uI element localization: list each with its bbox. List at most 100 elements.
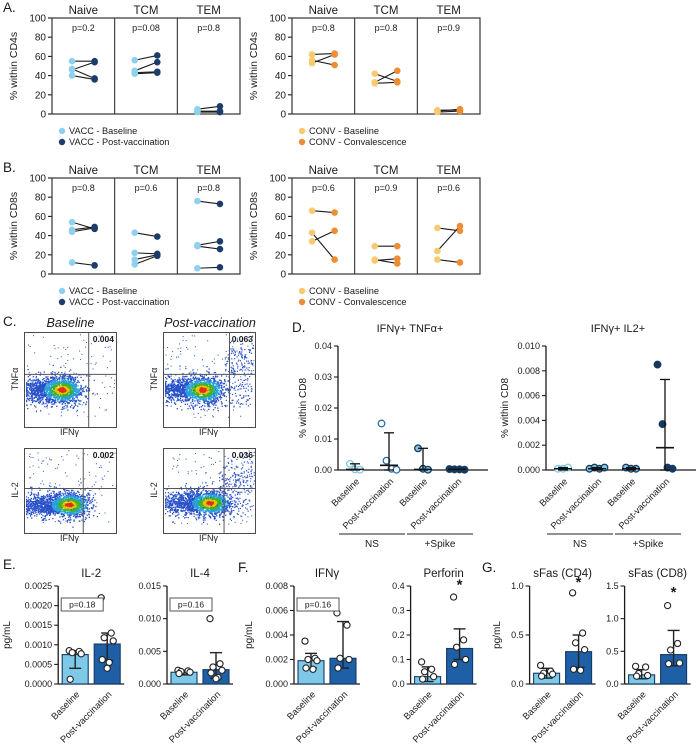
svg-text:80: 80 (35, 33, 47, 44)
svg-text:40: 40 (275, 231, 287, 242)
svg-text:CONV - Convalescence: CONV - Convalescence (309, 297, 407, 307)
svg-text:% within CD4s: % within CD4s (8, 32, 20, 100)
svg-text:VACC - Baseline: VACC - Baseline (69, 286, 137, 296)
chart-perforin-bar: Perforin 0.0 0.1 0.2 0.3 0.4 Baseline Post-vacc… (382, 566, 491, 748)
svg-text:CONV - Baseline: CONV - Baseline (309, 126, 379, 136)
svg-text:p=0.6: p=0.6 (312, 183, 335, 193)
B_left-svg: 0 20 40 60 80 100 Naive p=0.8 TCM p=0.6 TEM p=0.8 % … (8, 165, 241, 307)
svg-text:0: 0 (40, 110, 46, 121)
svg-text:sFas (CD8): sFas (CD8) (628, 568, 687, 580)
svg-text:1.0: 1.0 (606, 614, 619, 624)
panel-label-a: A. (3, 0, 16, 15)
svg-text:IFNγ+ TNFα+: IFNγ+ TNFα+ (377, 323, 444, 335)
svg-text:0.0005: 0.0005 (25, 659, 53, 669)
svg-text:0.1: 0.1 (392, 655, 405, 665)
chart-ifng-il2-cd8: IFNγ+ IL2+ 0.000 0.002 0.004 0.006 0.008 0.010… (498, 320, 700, 561)
svg-text:p=0.8: p=0.8 (312, 23, 335, 33)
svg-text:IL-4: IL-4 (190, 568, 210, 580)
panel-label-b: B. (3, 160, 16, 175)
svg-text:0.004: 0.004 (265, 630, 288, 640)
svg-text:Baseline: Baseline (605, 476, 637, 508)
svg-text:0.0020: 0.0020 (25, 601, 53, 611)
svg-text:TEM: TEM (197, 165, 221, 177)
svg-text:TEM: TEM (437, 5, 461, 17)
svg-text:0.5: 0.5 (511, 630, 524, 640)
svg-text:NS: NS (573, 539, 587, 550)
chart-cd8-memory-vacc: 0 20 40 60 80 100 Naive p=0.8 TCM p=0.6 TEM p=0.8 % … (6, 162, 250, 321)
svg-text:% within CD4s: % within CD4s (248, 32, 260, 100)
svg-text:0.006: 0.006 (265, 606, 288, 616)
svg-text:CONV - Baseline: CONV - Baseline (309, 286, 379, 296)
svg-text:60: 60 (275, 52, 287, 63)
svg-text:80: 80 (275, 33, 287, 44)
quadrant-value: 0.036 (231, 450, 253, 460)
svg-text:+Spike: +Spike (633, 539, 664, 550)
svg-text:0.010: 0.010 (517, 341, 540, 351)
quadrant-value: 0.002 (92, 450, 114, 460)
svg-text:Baseline: Baseline (329, 476, 361, 508)
svg-text:0.000: 0.000 (265, 679, 288, 689)
F1-svg: IFNγ 0.000 0.002 0.004 0.006 0.008 pg/mL Baseli… (244, 568, 360, 745)
svg-text:100: 100 (29, 174, 46, 185)
flow-xaxis-label: IFNγ (199, 427, 218, 437)
svg-text:IFNγ: IFNγ (315, 568, 340, 580)
svg-text:VACC - Baseline: VACC - Baseline (69, 126, 137, 136)
chart-sfas-cd4-bar: sFas (CD4) 0.0 0.5 1.0 pg/mL Baseline Post-vac… (492, 566, 610, 748)
svg-text:0.002: 0.002 (265, 655, 288, 665)
svg-text:80: 80 (275, 193, 287, 204)
svg-text:p=0.9: p=0.9 (437, 23, 460, 33)
svg-text:0.015: 0.015 (138, 581, 161, 591)
svg-text:0.004: 0.004 (517, 415, 540, 425)
svg-text:0.0: 0.0 (511, 679, 524, 689)
D_left-svg: IFNγ+ TNFα+ 0.00 0.01 0.02 0.03 0.04 % within … (298, 323, 488, 550)
D_right-svg: IFNγ+ IL2+ 0.000 0.002 0.004 0.006 0.008 0.010… (500, 323, 696, 550)
svg-text:sFas (CD4): sFas (CD4) (533, 568, 592, 580)
svg-text:40: 40 (275, 71, 287, 82)
svg-text:p=0.08: p=0.08 (132, 23, 160, 33)
svg-text:0.03: 0.03 (314, 372, 332, 382)
A_left-svg: 0 20 40 60 80 100 Naive p=0.2 TCM p=0.08 TEM p=0.8%… (8, 5, 241, 147)
svg-text:Baseline: Baseline (158, 689, 190, 721)
svg-text:1.5: 1.5 (606, 581, 619, 591)
quadrant-value: 0.063 (231, 334, 253, 344)
flow-yaxis-label: TNFα (10, 367, 20, 391)
chart-cd8-memory-conv: 0 20 40 60 80 100 Naive p=0.6 TCM p=0.9 TEM p=0.6 % … (246, 162, 490, 321)
svg-text:0.01: 0.01 (314, 434, 332, 444)
svg-text:60: 60 (35, 52, 47, 63)
svg-text:0.0000: 0.0000 (25, 679, 53, 689)
flow-yaxis-label: TNFα (149, 367, 159, 391)
svg-text:*: * (671, 584, 677, 601)
svg-text:*: * (457, 577, 463, 594)
E1-svg: IL-2 0.0000 0.0005 0.0010 0.0015 0.0020 0.0025… (2, 568, 125, 745)
chart-il2-bar: IL-2 0.0000 0.0005 0.0010 0.0015 0.0020 0.0025… (2, 566, 138, 748)
svg-text:p=0.2: p=0.2 (72, 23, 95, 33)
panel-label-f: F. (238, 560, 249, 575)
svg-text:p=0.6: p=0.6 (437, 183, 460, 193)
svg-text:0.00: 0.00 (314, 465, 332, 475)
svg-text:Baseline: Baseline (49, 689, 81, 721)
C4-density-canvas (164, 449, 255, 533)
svg-text:p=0.18: p=0.18 (69, 600, 96, 610)
svg-text:Perforin: Perforin (423, 568, 463, 580)
G1-svg: sFas (CD4)0.00.51.0pg/mLBaselinePost-vac… (492, 568, 596, 745)
svg-text:TCM: TCM (134, 5, 159, 17)
chart-ifng-bar: IFNγ 0.000 0.002 0.004 0.006 0.008 pg/mL Baseli… (244, 566, 374, 748)
C1-density-canvas (25, 333, 116, 427)
svg-text:0.0: 0.0 (606, 679, 619, 689)
flow-plot-postvax-il2-ifng: 0.036 (163, 448, 256, 534)
svg-text:Baseline: Baseline (616, 689, 648, 721)
flow-xaxis-label: IFNγ (60, 533, 79, 543)
flow-yaxis-label: IL-2 (149, 482, 159, 498)
svg-text:100: 100 (269, 14, 286, 25)
svg-text:100: 100 (269, 174, 286, 185)
C2-density-canvas (164, 333, 255, 427)
flow-plot-postvax-tnfa-ifng: 0.063 (163, 332, 256, 428)
svg-text:Naive: Naive (69, 165, 98, 177)
svg-text:0.0010: 0.0010 (25, 640, 53, 650)
svg-text:Naive: Naive (309, 165, 338, 177)
svg-text:1.0: 1.0 (511, 581, 524, 591)
svg-text:p=0.16: p=0.16 (178, 600, 205, 610)
chart-ifng-tnfa-cd8: IFNγ+ TNFα+ 0.00 0.01 0.02 0.03 0.04 % within … (296, 320, 498, 561)
svg-text:TCM: TCM (134, 165, 159, 177)
